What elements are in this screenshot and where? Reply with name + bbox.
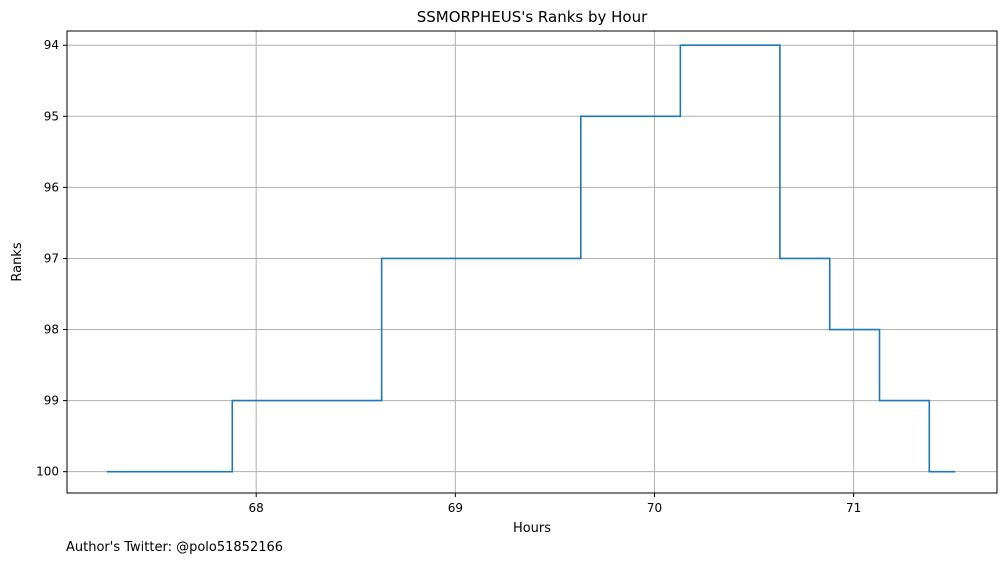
y-axis-label: Ranks: [10, 242, 25, 281]
y-tick-label: 96: [44, 180, 59, 194]
x-axis-label: Hours: [513, 521, 551, 536]
y-tick-label: 94: [44, 38, 59, 52]
y-tick-label: 95: [44, 109, 59, 123]
y-tick-label: 99: [44, 394, 59, 408]
y-tick-label: 98: [44, 323, 59, 337]
x-tick-label: 71: [846, 501, 861, 515]
y-tick-label: 100: [36, 465, 59, 479]
y-tick-label: 97: [44, 251, 59, 265]
x-tick-label: 69: [448, 501, 463, 515]
x-tick-label: 68: [249, 501, 264, 515]
series-layer: [106, 44, 956, 473]
rank-step-line: [106, 44, 956, 473]
axis-ticks: 68 69 70 71 94 95 96 97 98 99 100: [36, 38, 861, 515]
author-twitter-note: Author's Twitter: @polo51852166: [66, 540, 283, 555]
chart-title: SSMORPHEUS's Ranks by Hour: [417, 8, 648, 26]
x-tick-label: 70: [647, 501, 662, 515]
plot-frame: [66, 30, 998, 494]
grid-lines: [67, 31, 997, 493]
